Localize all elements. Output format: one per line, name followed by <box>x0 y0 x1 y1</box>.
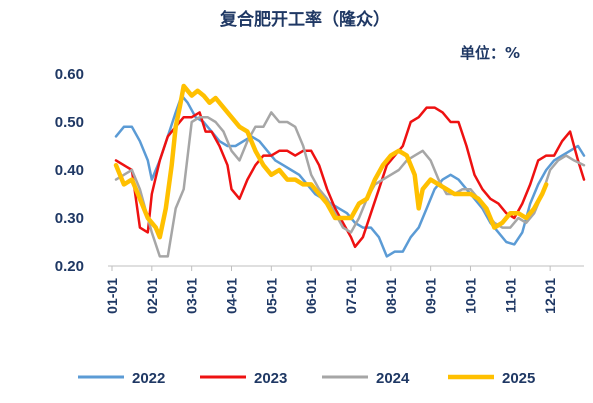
y-axis-ticks: 0.20 0.30 0.40 0.50 0.60 <box>55 66 84 275</box>
x-tick-label: 10-01 <box>462 278 478 314</box>
y-tick-label: 0.20 <box>55 258 84 275</box>
series-lines <box>113 83 586 258</box>
x-tick-label: 01-01 <box>104 278 120 314</box>
x-tick-label: 03-01 <box>184 278 200 314</box>
legend: 2022 2023 2024 2025 <box>78 370 535 387</box>
legend-label-2025: 2025 <box>502 370 535 387</box>
y-tick-label: 0.60 <box>55 66 84 83</box>
x-tick-label: 04-01 <box>223 278 239 314</box>
x-tick-label: 05-01 <box>263 278 279 314</box>
legend-label-2024: 2024 <box>376 370 410 387</box>
unit-label: 单位：% <box>460 44 520 62</box>
y-tick-label: 0.50 <box>55 114 84 131</box>
series-line-2022 <box>114 94 586 258</box>
legend-label-2023: 2023 <box>254 370 287 387</box>
x-tick-label: 06-01 <box>303 278 319 314</box>
x-tick-label: 07-01 <box>343 278 359 314</box>
x-tick-label: 12-01 <box>542 278 558 314</box>
x-tick-label: 02-01 <box>144 278 160 314</box>
series-line-2024 <box>114 111 586 258</box>
x-axis-ticks: 01-01 02-01 03-01 04-01 05-01 06-01 07-01 08-01… <box>104 266 558 314</box>
y-tick-label: 0.40 <box>55 162 84 179</box>
x-tick-label: 08-01 <box>383 278 399 314</box>
legend-label-2022: 2022 <box>132 370 165 387</box>
x-tick-label: 11-01 <box>502 278 518 313</box>
y-tick-label: 0.30 <box>55 210 84 227</box>
x-tick-label: 09-01 <box>423 278 439 314</box>
series-line-2025 <box>113 83 549 240</box>
chart-title: 复合肥开工率（隆众） <box>219 9 390 30</box>
